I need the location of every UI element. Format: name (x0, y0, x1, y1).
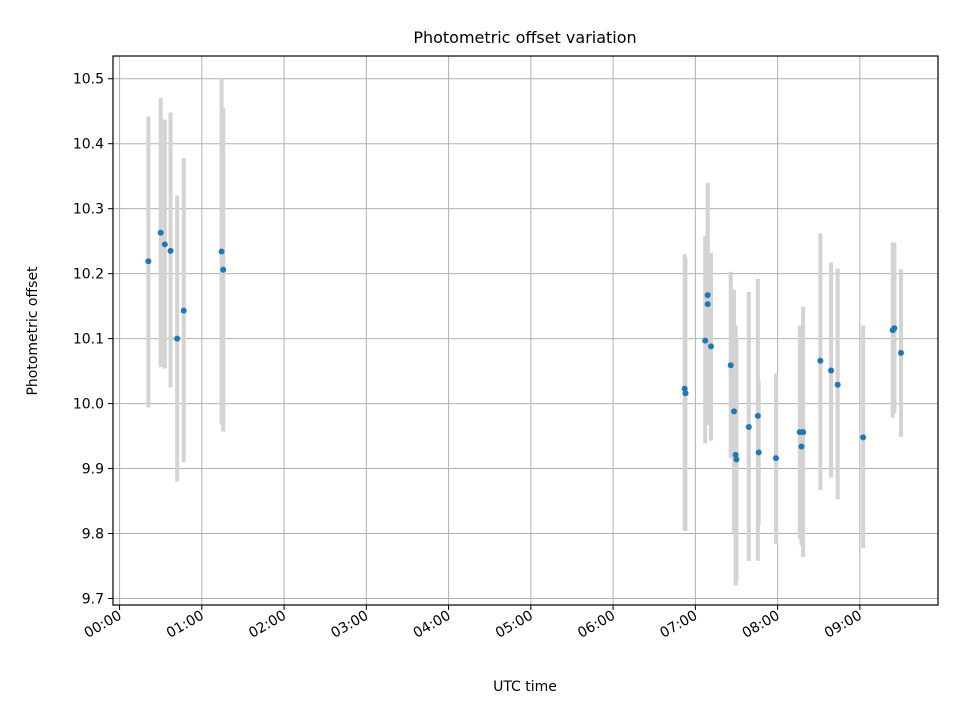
plot-area-frame (112, 55, 939, 606)
data-point (745, 423, 752, 430)
y-tick-label: 10.1 (73, 332, 104, 348)
data-point (707, 343, 714, 350)
data-point (897, 349, 904, 356)
data-point (733, 456, 740, 463)
data-points (145, 229, 904, 463)
data-point (681, 385, 688, 392)
data-point (828, 367, 835, 374)
data-point (800, 429, 807, 436)
data-point (891, 325, 898, 332)
y-tick-label: 10.0 (73, 397, 104, 413)
data-point (732, 451, 739, 458)
data-point (704, 301, 711, 308)
y-tick-label: 9.9 (82, 462, 104, 478)
x-axis-label: UTC time (493, 679, 557, 695)
data-point (834, 381, 841, 388)
data-point (682, 390, 689, 397)
data-point (161, 241, 168, 248)
data-point (727, 362, 734, 369)
y-axis-ticks: 9.7 9.8 9.9 10.0 10.1 10.2 10.3 10.4 10.5 (73, 72, 113, 608)
data-point (218, 248, 225, 255)
y-tick-label: 9.8 (82, 527, 104, 543)
data-point (145, 258, 152, 265)
data-point (798, 443, 805, 450)
y-tick-label: 9.7 (82, 592, 104, 608)
data-point (180, 307, 187, 314)
y-axis-label: Photometric offset (25, 266, 41, 396)
data-point (755, 449, 762, 456)
data-point (860, 434, 867, 441)
data-point (731, 408, 738, 415)
data-point (157, 229, 164, 236)
data-point (702, 337, 709, 344)
data-point (174, 335, 181, 342)
data-point (754, 412, 761, 419)
data-point (704, 292, 711, 299)
data-point (220, 266, 227, 273)
y-tick-label: 10.4 (73, 137, 104, 153)
data-point (772, 455, 779, 462)
chart-title: Photometric offset variation (413, 28, 636, 47)
data-point (167, 247, 174, 254)
data-point (817, 357, 824, 364)
y-tick-label: 10.3 (73, 202, 104, 218)
y-tick-label: 10.5 (73, 72, 104, 88)
y-tick-label: 10.2 (73, 267, 104, 283)
